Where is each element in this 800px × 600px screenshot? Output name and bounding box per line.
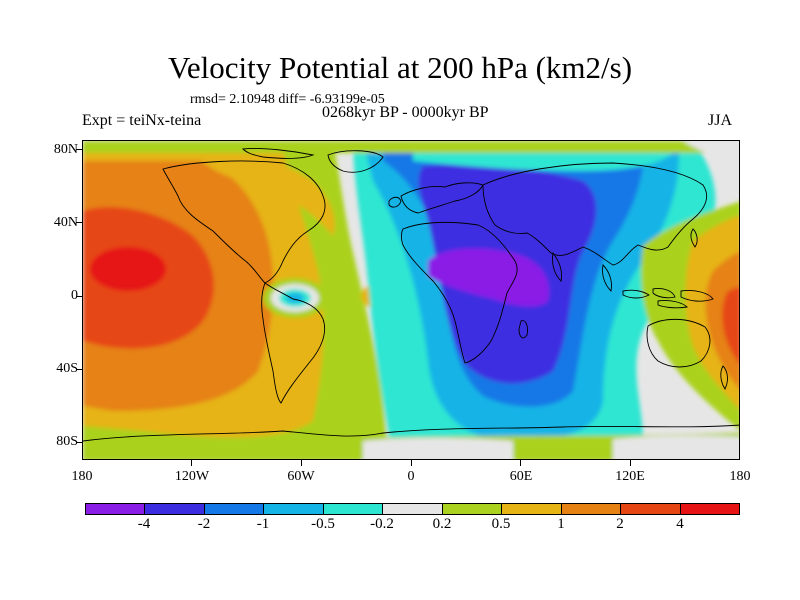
lat-tick bbox=[76, 369, 82, 370]
lon-label-120w: 120W bbox=[174, 469, 210, 484]
lat-tick bbox=[76, 149, 82, 150]
contour-field bbox=[83, 141, 739, 459]
colorbar-label: 1 bbox=[557, 516, 565, 532]
lon-tick bbox=[630, 460, 631, 466]
colorbar-swatch bbox=[502, 504, 562, 514]
season-label: JJA bbox=[708, 112, 733, 129]
map-svg bbox=[83, 141, 739, 459]
lon-label-60e: 60E bbox=[509, 469, 533, 484]
lat-tick bbox=[76, 296, 82, 297]
lon-label-180w: 180 bbox=[71, 469, 93, 484]
lat-label-40s: 40S bbox=[56, 361, 78, 376]
world-map-coastlines bbox=[83, 148, 739, 442]
colorbar-swatch bbox=[442, 504, 503, 514]
colorbar-swatch bbox=[204, 504, 265, 514]
stats-text: rmsd= 2.10948 diff= -6.93199e-05 bbox=[190, 92, 385, 107]
colorbar-label: -0.2 bbox=[370, 516, 394, 532]
colorbar-label: -1 bbox=[256, 516, 270, 532]
colorbar-swatch bbox=[680, 504, 739, 514]
lon-label-60w: 60W bbox=[287, 469, 315, 484]
colorbar-label: 2 bbox=[616, 516, 624, 532]
colorbar-swatch bbox=[383, 504, 443, 514]
chart-title: Velocity Potential at 200 hPa (km2/s) bbox=[167, 50, 633, 85]
colorbar-swatch bbox=[621, 504, 681, 514]
colorbar-swatch bbox=[561, 504, 622, 514]
experiment-label: Expt = teiNx-teina bbox=[82, 112, 202, 129]
colorbar bbox=[85, 503, 740, 515]
colorbar-label: -4 bbox=[137, 516, 151, 532]
lat-label-0: 0 bbox=[71, 288, 78, 303]
lon-tick bbox=[191, 460, 192, 466]
lon-tick bbox=[520, 460, 521, 466]
period-label: 0268kyr BP - 0000kyr BP bbox=[322, 104, 489, 121]
lon-label-0: 0 bbox=[407, 469, 415, 484]
lat-tick bbox=[76, 442, 82, 443]
colorbar-label: -0.5 bbox=[311, 516, 335, 532]
colorbar-label: -2 bbox=[197, 516, 211, 532]
velocity-potential-map bbox=[82, 140, 740, 460]
colorbar-swatch bbox=[323, 504, 384, 514]
lon-tick bbox=[301, 460, 302, 466]
lon-tick bbox=[411, 460, 412, 466]
colorbar-swatch bbox=[86, 504, 146, 514]
colorbar-label: 4 bbox=[676, 516, 684, 532]
lat-label-80s: 80S bbox=[56, 434, 78, 449]
colorbar-label: 0.2 bbox=[432, 516, 452, 532]
colorbar-swatch bbox=[145, 504, 205, 514]
lat-tick bbox=[76, 222, 82, 223]
lat-label-80n: 80N bbox=[53, 142, 78, 157]
colorbar-label: 0.5 bbox=[491, 516, 511, 532]
lon-label-120e: 120E bbox=[615, 469, 645, 484]
lat-label-40n: 40N bbox=[53, 215, 78, 230]
colorbar-swatch bbox=[264, 504, 324, 514]
lon-label-180e: 180 bbox=[729, 469, 751, 484]
